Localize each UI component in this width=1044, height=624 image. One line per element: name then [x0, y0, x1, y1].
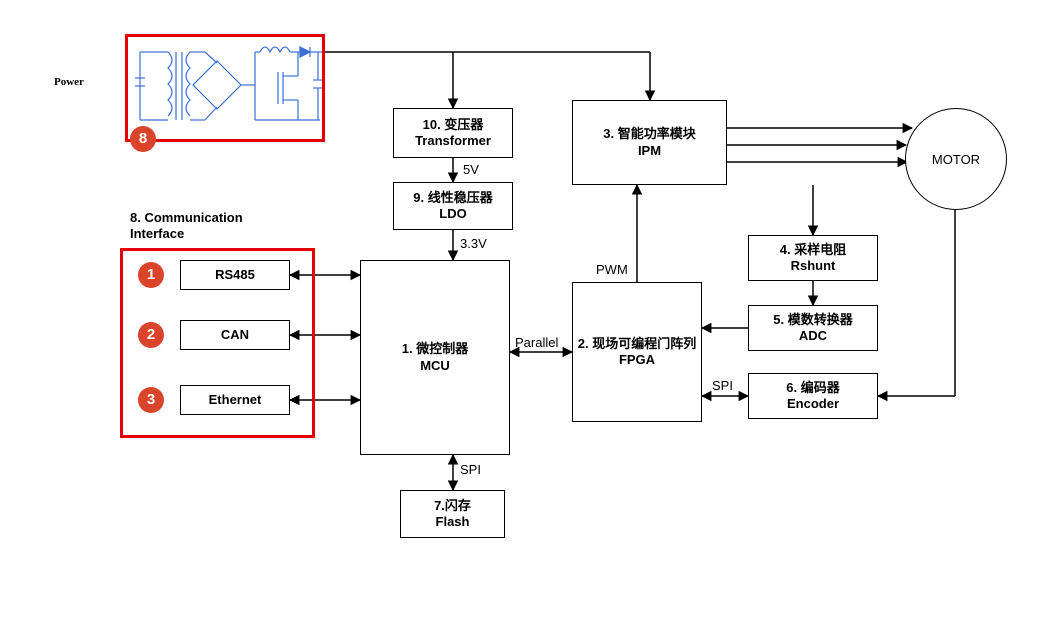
v5-label: 5V	[463, 162, 479, 177]
block-encoder: 6. 编码器 Encoder	[748, 373, 878, 419]
transformer-zh: 10. 变压器	[423, 117, 484, 133]
fpga-en: FPGA	[619, 352, 655, 368]
pwm-label: PWM	[596, 262, 628, 277]
encoder-en: Encoder	[787, 396, 839, 412]
encoder-zh: 6. 编码器	[786, 380, 839, 396]
ethernet-label: Ethernet	[209, 392, 262, 408]
block-fpga: 2. 现场可编程门阵列 FPGA	[572, 282, 702, 422]
block-mcu: 1. 微控制器 MCU	[360, 260, 510, 455]
can-label: CAN	[221, 327, 249, 343]
ldo-en: LDO	[439, 206, 466, 222]
block-rs485: RS485	[180, 260, 290, 290]
rs485-label: RS485	[215, 267, 255, 283]
flash-zh: 7.闪存	[434, 498, 471, 514]
badge-1: 1	[138, 262, 164, 288]
flash-en: Flash	[436, 514, 470, 530]
spi-flash-label: SPI	[460, 462, 481, 477]
rshunt-en: Rshunt	[791, 258, 836, 274]
badge-2: 2	[138, 322, 164, 348]
badge-8: 8	[130, 126, 156, 152]
mcu-en: MCU	[420, 358, 450, 374]
block-ethernet: Ethernet	[180, 385, 290, 415]
mcu-zh: 1. 微控制器	[402, 341, 468, 357]
block-can: CAN	[180, 320, 290, 350]
power-label: Power	[54, 76, 84, 88]
comm-title-1: 8. Communication	[130, 210, 243, 225]
spi-enc-label: SPI	[712, 378, 733, 393]
rshunt-zh: 4. 采样电阻	[780, 242, 846, 258]
block-flash: 7.闪存 Flash	[400, 490, 505, 538]
adc-en: ADC	[799, 328, 827, 344]
transformer-en: Transformer	[415, 133, 491, 149]
ldo-zh: 9. 线性稳压器	[413, 190, 492, 206]
fpga-zh: 2. 现场可编程门阵列	[578, 336, 696, 352]
block-transformer: 10. 变压器 Transformer	[393, 108, 513, 158]
power-schematic-outline	[125, 34, 325, 142]
ipm-en: IPM	[638, 143, 661, 159]
motor-label: MOTOR	[932, 152, 980, 167]
parallel-label: Parallel	[515, 335, 558, 350]
block-rshunt: 4. 采样电阻 Rshunt	[748, 235, 878, 281]
block-ipm: 3. 智能功率模块 IPM	[572, 100, 727, 185]
adc-zh: 5. 模数转换器	[773, 312, 852, 328]
v33-label: 3.3V	[460, 236, 487, 251]
block-adc: 5. 模数转换器 ADC	[748, 305, 878, 351]
badge-3: 3	[138, 387, 164, 413]
comm-title-2: Interface	[130, 226, 184, 241]
block-ldo: 9. 线性稳压器 LDO	[393, 182, 513, 230]
ipm-zh: 3. 智能功率模块	[603, 126, 695, 142]
motor: MOTOR	[905, 108, 1007, 210]
